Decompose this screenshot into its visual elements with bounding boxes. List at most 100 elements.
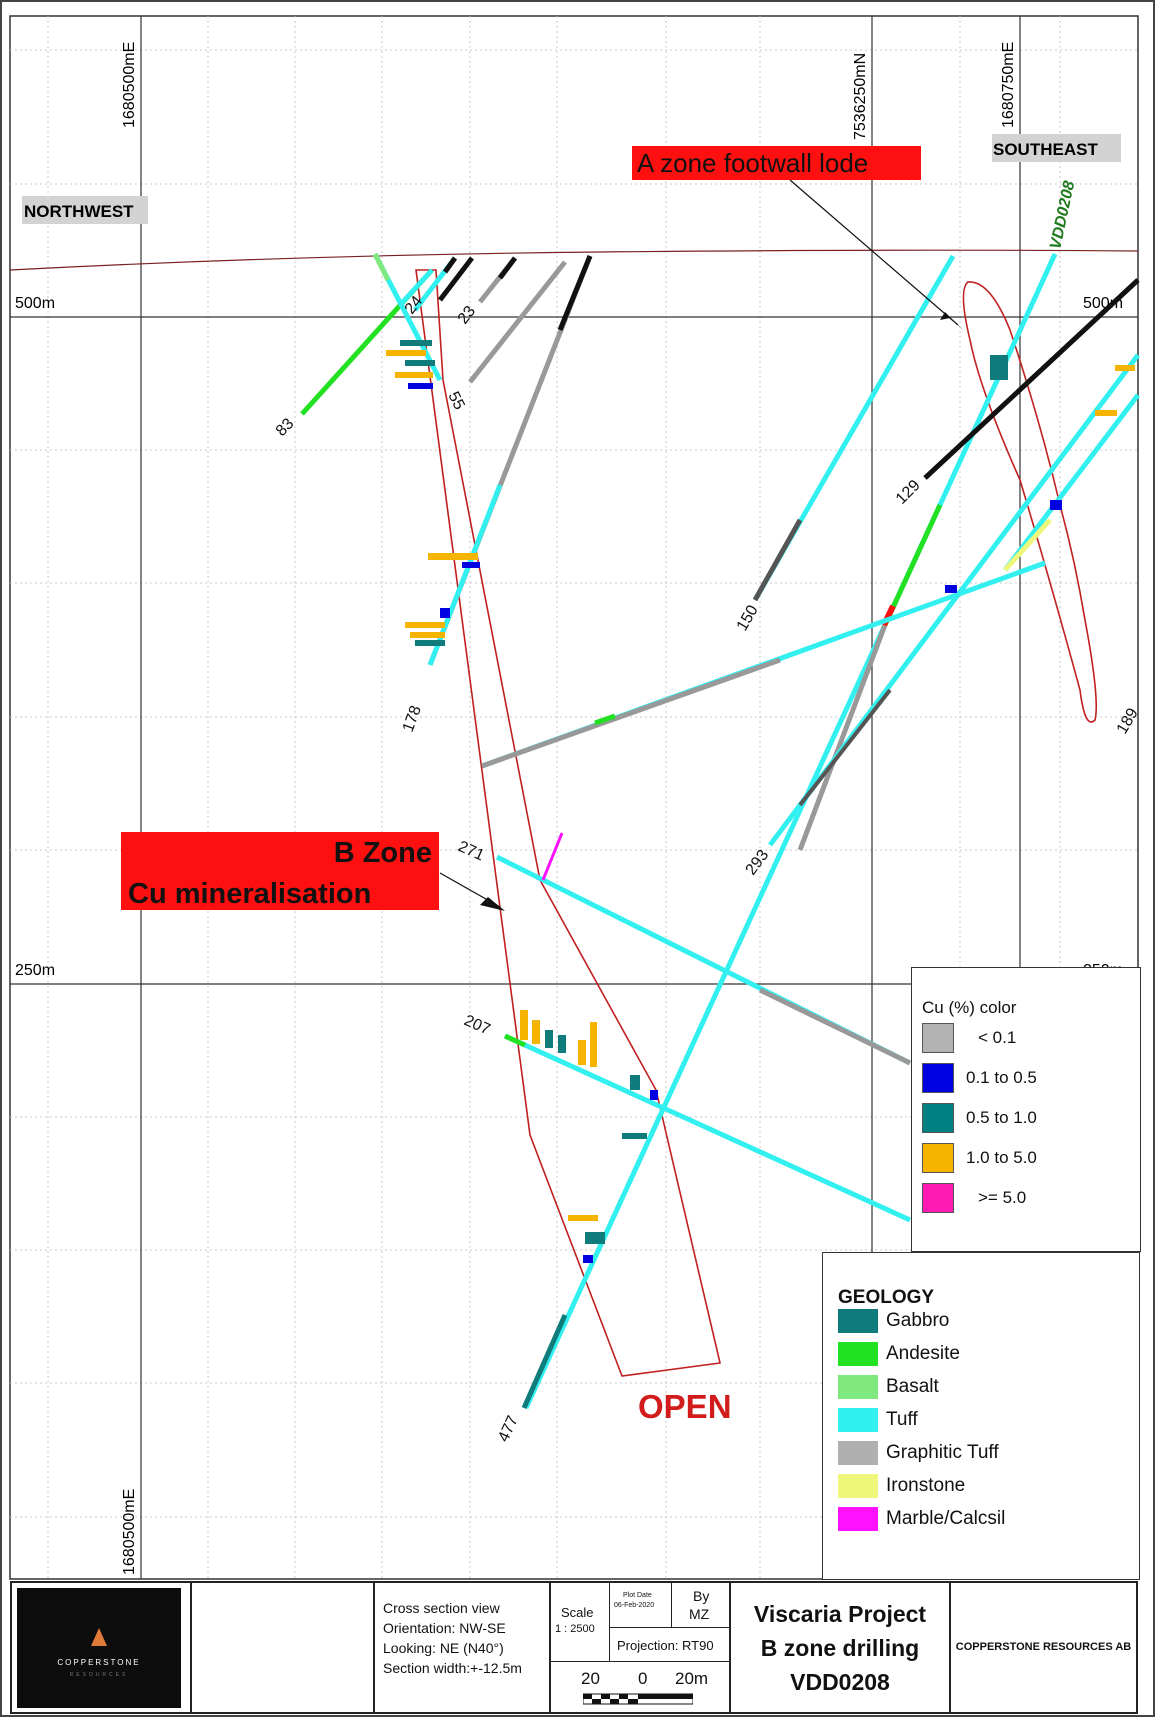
- scale-cell: Scale 1 : 2500 Plot Date 06-Feb-2020 By …: [551, 1583, 731, 1712]
- drill-hole-vdd0208: [523, 252, 1058, 1410]
- geology-legend-item: Ironstone: [838, 1474, 965, 1498]
- geology-legend-label: Tuff: [886, 1409, 918, 1430]
- company-cell: COPPERSTONE RESOURCES AB: [951, 1583, 1136, 1712]
- hole-label-55: 55: [444, 389, 467, 413]
- drill-hole-129: [923, 278, 1140, 480]
- geology-legend-label: Basalt: [886, 1376, 939, 1397]
- project-title-line: Viscaria Project: [753, 1601, 927, 1627]
- geology-legend-label: Gabbro: [886, 1310, 950, 1331]
- elevation-label-500-right: 500m: [1083, 295, 1123, 312]
- geology-swatch-tuff: [838, 1408, 878, 1432]
- logo-subtext: RESOURCES: [69, 1672, 129, 1678]
- cu-legend-item: 0.1 to 0.5: [922, 1063, 1037, 1093]
- company-name: COPPERSTONE RESOURCES AB: [955, 1641, 1132, 1653]
- open-label: OPEN: [638, 1388, 732, 1425]
- company-logo: COPPERSTONE RESOURCES: [17, 1588, 181, 1708]
- marble-intercept: [541, 832, 564, 881]
- plot-date-box: Plot Date 06-Feb-2020: [609, 1583, 672, 1628]
- cu-legend-item: < 0.1: [922, 1023, 1016, 1053]
- geology-swatch-basalt: [838, 1375, 878, 1399]
- by-label: By: [693, 1588, 710, 1604]
- scalebar-right-label: 20m: [675, 1669, 709, 1688]
- section-info-line: Orientation: NW-SE: [383, 1620, 506, 1636]
- geology-legend-item: Graphitic Tuff: [838, 1441, 999, 1465]
- logo-text: COPPERSTONE: [57, 1658, 141, 1667]
- by-value: MZ: [689, 1606, 710, 1622]
- cu-swatch-05-10: [922, 1103, 954, 1133]
- scalebar-left-label: 20: [581, 1669, 600, 1688]
- easting-label-top-left: 1680500mE: [121, 42, 138, 128]
- cu-legend: Cu (%) color < 0.1 0.1 to 0.5 0.5 to 1.0…: [911, 967, 1141, 1252]
- by-box: By MZ: [671, 1583, 729, 1628]
- scale-value: 1 : 2500: [555, 1623, 595, 1635]
- geology-legend-item: Andesite: [838, 1342, 960, 1366]
- geology-swatch-graphitic-tuff: [838, 1441, 878, 1465]
- section-info-line: Section width:+-12.5m: [383, 1660, 522, 1676]
- callout-a-zone: A zone footwall lode: [637, 148, 868, 178]
- elevation-label-250-left: 250m: [15, 962, 55, 979]
- easting-label-bottom-left: 1680500mE: [121, 1489, 138, 1575]
- cu-legend-item: 1.0 to 5.0: [922, 1143, 1037, 1173]
- drill-hole-23: [438, 256, 474, 302]
- plot-date-value: 06-Feb-2020: [614, 1602, 655, 1609]
- geology-legend-item: Gabbro: [838, 1309, 949, 1333]
- projection-label: Projection: RT90: [617, 1638, 714, 1653]
- plot-date-label: Plot Date: [623, 1592, 652, 1599]
- scale-box: Scale 1 : 2500: [551, 1583, 610, 1662]
- cu-legend-item: >= 5.0: [922, 1183, 1026, 1213]
- cu-swatch-01-05: [922, 1063, 954, 1093]
- cu-legend-label: 0.1 to 0.5: [966, 1068, 1037, 1087]
- geology-legend-label: Ironstone: [886, 1475, 966, 1496]
- cu-legend-title: Cu (%) color: [922, 998, 1017, 1017]
- geology-legend-item: Marble/Calcsil: [838, 1507, 1005, 1531]
- geology-swatch-andesite: [838, 1342, 878, 1366]
- title-block: COPPERSTONE RESOURCES Cross section view…: [10, 1581, 1138, 1714]
- drill-hole-207: [503, 1033, 912, 1223]
- cu-legend-label: < 0.1: [978, 1028, 1017, 1047]
- logo-cell: COPPERSTONE RESOURCES: [12, 1583, 192, 1712]
- cu-swatch-lt01: [922, 1023, 954, 1053]
- callout-b-zone-line1: B Zone: [334, 837, 432, 869]
- project-title-line: B zone drilling: [760, 1635, 920, 1661]
- section-info-line: Looking: NE (N40°): [383, 1640, 504, 1656]
- geology-legend-item: Basalt: [838, 1375, 939, 1399]
- assay-bars: [386, 340, 1135, 1263]
- geology-legend: GEOLOGY Gabbro Andesite Basalt Tuff Grap…: [822, 1252, 1140, 1580]
- scale-bar: [583, 1693, 693, 1705]
- projection-box: Projection: RT90: [609, 1627, 729, 1662]
- geology-swatch-marble: [838, 1507, 878, 1531]
- northing-label-top: 7536250mN: [852, 53, 869, 140]
- geology-legend-title: GEOLOGY: [838, 1287, 935, 1308]
- geology-legend-label: Marble/Calcsil: [886, 1508, 1006, 1529]
- drill-holes: [300, 252, 1140, 1410]
- drill-hole-189: [1003, 393, 1140, 572]
- section-info-line: Cross section view: [383, 1600, 500, 1616]
- project-title-line: VDD0208: [790, 1669, 890, 1695]
- easting-label-top-right: 1680750mE: [1000, 42, 1017, 128]
- cu-legend-item: 0.5 to 1.0: [922, 1103, 1037, 1133]
- scale-label: Scale: [561, 1605, 594, 1620]
- direction-southeast: SOUTHEAST: [993, 140, 1098, 159]
- logo-flame-icon: [91, 1628, 107, 1646]
- geology-swatch-ironstone: [838, 1474, 878, 1498]
- geology-legend-item: Tuff: [838, 1408, 918, 1432]
- geology-swatch-gabbro: [838, 1309, 878, 1333]
- callout-b-zone-line2: Cu mineralisation: [128, 878, 371, 910]
- cu-swatch-10-50: [922, 1143, 954, 1173]
- geology-legend-label: Andesite: [886, 1343, 960, 1364]
- cu-swatch-gte5: [922, 1183, 954, 1213]
- blank-cell: [192, 1583, 375, 1712]
- cu-legend-label: 1.0 to 5.0: [966, 1148, 1037, 1167]
- geology-legend-label: Graphitic Tuff: [886, 1442, 999, 1463]
- scalebar-mid-label: 0: [638, 1669, 648, 1688]
- elevation-label-500-left: 500m: [15, 295, 55, 312]
- cu-legend-label: >= 5.0: [978, 1188, 1027, 1207]
- cu-legend-label: 0.5 to 1.0: [966, 1108, 1037, 1127]
- section-info-cell: Cross section view Orientation: NW-SE Lo…: [375, 1583, 551, 1712]
- direction-northwest: NORTHWEST: [24, 202, 134, 221]
- project-title-cell: Viscaria Project B zone drilling VDD0208: [731, 1583, 951, 1712]
- callout-a-zone-arrow: [789, 179, 959, 326]
- topography-line: [9, 249, 1139, 271]
